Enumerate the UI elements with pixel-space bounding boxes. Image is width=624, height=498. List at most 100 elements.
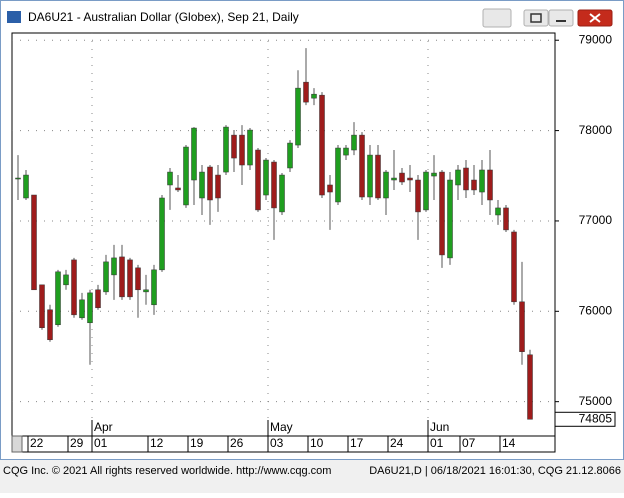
month-label: May bbox=[270, 420, 293, 434]
candle-body bbox=[295, 87, 301, 146]
month-label: Jun bbox=[430, 420, 449, 434]
candle-body bbox=[23, 174, 29, 199]
candle-body bbox=[103, 261, 109, 293]
candle-body bbox=[303, 81, 309, 103]
candle-body bbox=[423, 171, 429, 211]
x-tick-label: 10 bbox=[310, 436, 324, 450]
y-tick-label: 77000 bbox=[579, 213, 613, 227]
candle-body bbox=[311, 93, 317, 99]
x-tick-label: 29 bbox=[70, 436, 84, 450]
restore-button[interactable] bbox=[523, 9, 549, 27]
candle-body bbox=[135, 267, 141, 291]
candle-body bbox=[359, 134, 365, 198]
candle-body bbox=[351, 134, 357, 151]
x-tick-label: 01 bbox=[430, 436, 444, 450]
candle-body bbox=[319, 94, 325, 196]
candle-body bbox=[15, 177, 21, 180]
month-label: Apr bbox=[94, 420, 113, 434]
candle-body bbox=[111, 257, 117, 276]
minimize-button[interactable] bbox=[548, 9, 574, 27]
candle-body bbox=[143, 289, 149, 293]
candle-body bbox=[447, 179, 453, 259]
candle-body bbox=[199, 171, 205, 199]
x-tick-label: 03 bbox=[270, 436, 284, 450]
candle-body bbox=[375, 154, 381, 199]
close-icon bbox=[589, 13, 601, 23]
candle-body bbox=[247, 129, 253, 166]
candle-body bbox=[527, 354, 533, 420]
candle-body bbox=[31, 194, 37, 291]
candle-body bbox=[215, 174, 221, 199]
y-tick-label: 78000 bbox=[579, 123, 613, 137]
x-tick-label: 19 bbox=[190, 436, 204, 450]
candle-body bbox=[39, 284, 45, 329]
candle-body bbox=[191, 127, 197, 181]
x-tick-label: 12 bbox=[150, 436, 164, 450]
x-tick-label: 26 bbox=[230, 436, 244, 450]
x-tick-label: 17 bbox=[350, 436, 364, 450]
candle-body bbox=[511, 231, 517, 303]
candle-body bbox=[151, 269, 157, 306]
candle-body bbox=[279, 174, 285, 213]
candle-body bbox=[159, 197, 165, 271]
candle-body bbox=[63, 274, 69, 286]
scroll-thumb[interactable] bbox=[11, 435, 23, 453]
restore-icon bbox=[530, 13, 542, 23]
candle-body bbox=[327, 184, 333, 193]
x-tick-label: 01 bbox=[94, 436, 108, 450]
y-tick-label: 79000 bbox=[579, 32, 613, 46]
candle-body bbox=[495, 207, 501, 216]
candle-body bbox=[343, 147, 349, 156]
candle-body bbox=[287, 142, 293, 169]
candle-body bbox=[119, 256, 125, 298]
candle-body bbox=[239, 134, 245, 166]
last-price-box bbox=[554, 411, 616, 427]
candle-body bbox=[79, 299, 85, 319]
candle-body bbox=[271, 161, 277, 209]
x-tick-label: 14 bbox=[502, 436, 516, 450]
candle-body bbox=[175, 187, 181, 191]
candle-body bbox=[71, 259, 77, 316]
plot-area bbox=[11, 32, 556, 453]
candle-body bbox=[167, 171, 173, 186]
candle-body bbox=[255, 149, 261, 211]
x-tick-label: 07 bbox=[462, 436, 476, 450]
candle-body bbox=[391, 177, 397, 181]
candle-body bbox=[335, 147, 341, 203]
app-icon bbox=[7, 11, 21, 23]
candle-body bbox=[95, 289, 101, 309]
link-button[interactable] bbox=[482, 8, 512, 28]
candle-body bbox=[455, 169, 461, 186]
candle-body bbox=[47, 309, 53, 341]
candle-body bbox=[431, 172, 437, 177]
candle-body bbox=[263, 159, 269, 196]
x-tick-label: 24 bbox=[390, 436, 404, 450]
candle-body bbox=[415, 179, 421, 213]
candle-body bbox=[479, 169, 485, 193]
last-price-label: 74805 bbox=[579, 411, 613, 425]
x-tick-label: 22 bbox=[30, 436, 44, 450]
candle-body bbox=[519, 301, 525, 352]
candle-body bbox=[183, 146, 189, 206]
window-title: DA6U21 - Australian Dollar (Globex), Sep… bbox=[28, 10, 299, 24]
candle-body bbox=[223, 126, 229, 173]
y-tick-label: 76000 bbox=[579, 303, 613, 317]
candle-body bbox=[471, 179, 477, 191]
candle-body bbox=[399, 172, 405, 183]
candle-body bbox=[127, 259, 133, 298]
candle-body bbox=[87, 292, 93, 324]
candle-body bbox=[439, 171, 445, 256]
y-tick-label: 75000 bbox=[579, 394, 613, 408]
candle-body bbox=[55, 271, 61, 326]
footer-bar bbox=[0, 460, 624, 493]
candle-body bbox=[383, 171, 389, 199]
candle-body bbox=[367, 154, 373, 198]
candle-body bbox=[503, 207, 509, 231]
footer-right: DA6U21,D | 06/18/2021 16:01:30, CQG 21.1… bbox=[369, 465, 621, 477]
candle-body bbox=[407, 177, 413, 181]
candle-body bbox=[207, 166, 213, 201]
candle-body bbox=[231, 134, 237, 159]
candle-body bbox=[487, 169, 493, 201]
footer-left: CQG Inc. © 2021 All rights reserved worl… bbox=[3, 465, 331, 477]
